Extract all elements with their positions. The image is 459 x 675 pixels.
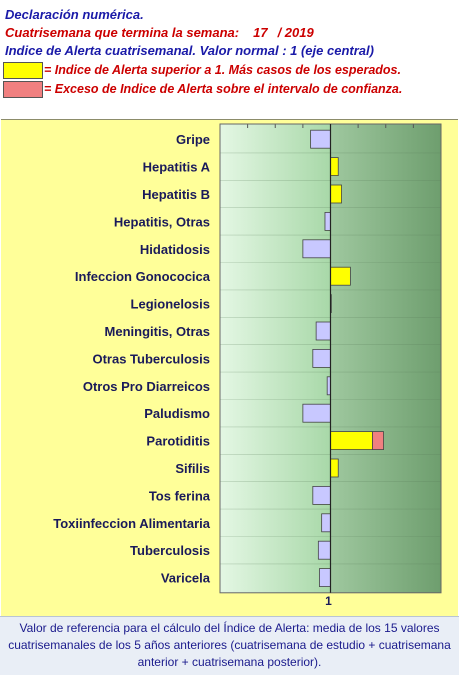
category-label: Sifilis <box>175 461 210 476</box>
bar-paludismo <box>302 403 331 423</box>
category-label: Hepatitis A <box>143 160 211 175</box>
category-label: Tos ferina <box>149 488 211 503</box>
declaration-title: Declaración numérica. <box>5 7 144 22</box>
bar-toxiinfeccion-alimentaria <box>321 513 331 533</box>
legend-label-excess: = Exceso de Indice de Alerta sobre el in… <box>44 82 403 96</box>
category-label: Hepatitis, Otras <box>114 214 210 229</box>
category-label: Legionelosis <box>131 297 210 312</box>
year-label: / 2019 <box>277 25 314 40</box>
bar-hepatitis-b <box>330 184 342 204</box>
bar-hepatitis-a <box>330 157 339 176</box>
week-number: 17 <box>253 25 268 40</box>
category-label: Meningitis, Otras <box>105 324 210 339</box>
bar-varicela <box>319 568 331 588</box>
category-label: Otros Pro Diarreicos <box>83 379 210 394</box>
category-label: Toxiinfeccion Alimentaria <box>53 516 211 531</box>
bar-infeccion-gonococica <box>330 266 351 286</box>
bar-tuberculosis <box>317 540 331 560</box>
category-label: Otras Tuberculosis <box>92 351 210 366</box>
chart-svg: Gripe Hepatitis A Hepatitis B Hepatitis, Ot… <box>53 123 442 608</box>
legend-label-above: = Indice de Alerta superior a 1. Más cas… <box>44 63 401 77</box>
alert-index-chart: Gripe Hepatitis A Hepatitis B Hepatitis, Ot… <box>1 119 458 616</box>
category-label: Tuberculosis <box>130 543 210 558</box>
plot-area-above <box>330 124 441 593</box>
bar-hepatitis-otras <box>324 212 331 231</box>
bar-gripe <box>310 129 331 149</box>
plot-area-below <box>220 124 331 593</box>
category-label: Parotiditis <box>146 434 210 449</box>
week-line: Cuatrisemana que termina la semana: 17 / 2… <box>5 25 314 41</box>
reference-footnote: Valor de referencia para el cálculo del … <box>0 616 459 675</box>
footnote-text: Valor de referencia para el cálculo del … <box>8 621 451 669</box>
category-label: Paludismo <box>144 406 210 421</box>
bar-otras-tuberculosis <box>312 348 331 368</box>
alert-index-title: Indice de Alerta cuatrisemanal. Valor no… <box>5 43 374 58</box>
category-label: Gripe <box>176 132 210 147</box>
x-tick-label: 1 <box>325 594 332 608</box>
category-label: Hepatitis B <box>142 187 210 202</box>
category-label: Varicela <box>161 571 211 586</box>
bar-hidatidosis <box>302 239 331 259</box>
bar-parotiditis <box>330 431 373 451</box>
legend-swatch-yellow <box>3 62 43 79</box>
week-label: Cuatrisemana que termina la semana: <box>5 25 240 40</box>
excess-bar-parotiditis <box>372 431 384 451</box>
bar-sifilis <box>330 458 339 478</box>
category-label: Hidatidosis <box>140 242 210 257</box>
category-label: Infeccion Gonococica <box>75 269 211 284</box>
chart-header: Declaración numérica. Cuatrisemana que t… <box>0 0 459 118</box>
bar-meningitis-otras <box>315 321 331 341</box>
bar-tos-ferina <box>312 485 331 505</box>
legend-swatch-red <box>3 81 43 98</box>
